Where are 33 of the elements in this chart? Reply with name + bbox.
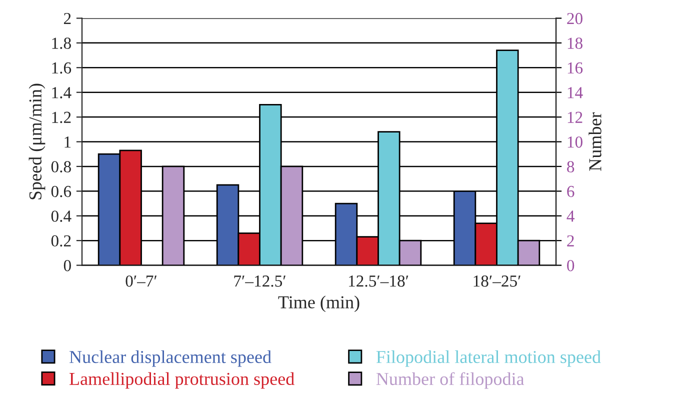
y2-tick-label: 12 [568, 112, 582, 123]
y2-tick-label: 6 [567, 186, 574, 198]
legend-label: Filopodial lateral motion speed [376, 350, 601, 367]
y-tick-label: 1.4 [52, 87, 72, 98]
y-tick-label: 1.2 [52, 112, 71, 124]
y2-tick-label: 20 [567, 12, 582, 24]
y-tick-label: 0 [64, 260, 71, 272]
legend-label: Lamellipodial protrusion speed [70, 372, 294, 389]
x-tick-label: 0′–7′ [126, 275, 157, 287]
x-axis-title: Time (min) [278, 296, 360, 312]
y-tick-label: 0.8 [51, 161, 71, 172]
y2-tick-label: 16 [568, 62, 583, 74]
legend-label: Number of filopodia [376, 372, 524, 389]
y2-tick-label: 14 [568, 87, 583, 98]
x-tick-label: 7′–12.5′ [234, 276, 286, 287]
y-tick-label: 1.6 [52, 62, 72, 74]
y2-tick-label: 0 [567, 260, 574, 272]
y2-tick-label: 10 [568, 136, 582, 148]
y-tick-label: 1.8 [52, 38, 71, 49]
y-axis-title: Speed (μm/min) [28, 84, 46, 200]
x-tick-label: 12.5′–18′ [348, 275, 408, 287]
y2-tick-label: 18 [568, 38, 582, 49]
y2-tick-label: 4 [566, 210, 574, 222]
y2-tick-label: 2 [567, 235, 574, 246]
y2-tick-label: 8 [567, 161, 574, 172]
y-tick-label: 2 [64, 12, 71, 24]
x-tick-label: 18′–25′ [474, 275, 520, 287]
y2-axis-title: Number [588, 112, 602, 171]
y-tick-label: 1 [64, 136, 71, 148]
legend-label: Nuclear displacement speed [70, 350, 272, 367]
y-tick-label: 0.6 [51, 186, 72, 198]
y-tick-label: 0.4 [51, 210, 72, 222]
y-tick-label: 0.2 [51, 235, 71, 247]
